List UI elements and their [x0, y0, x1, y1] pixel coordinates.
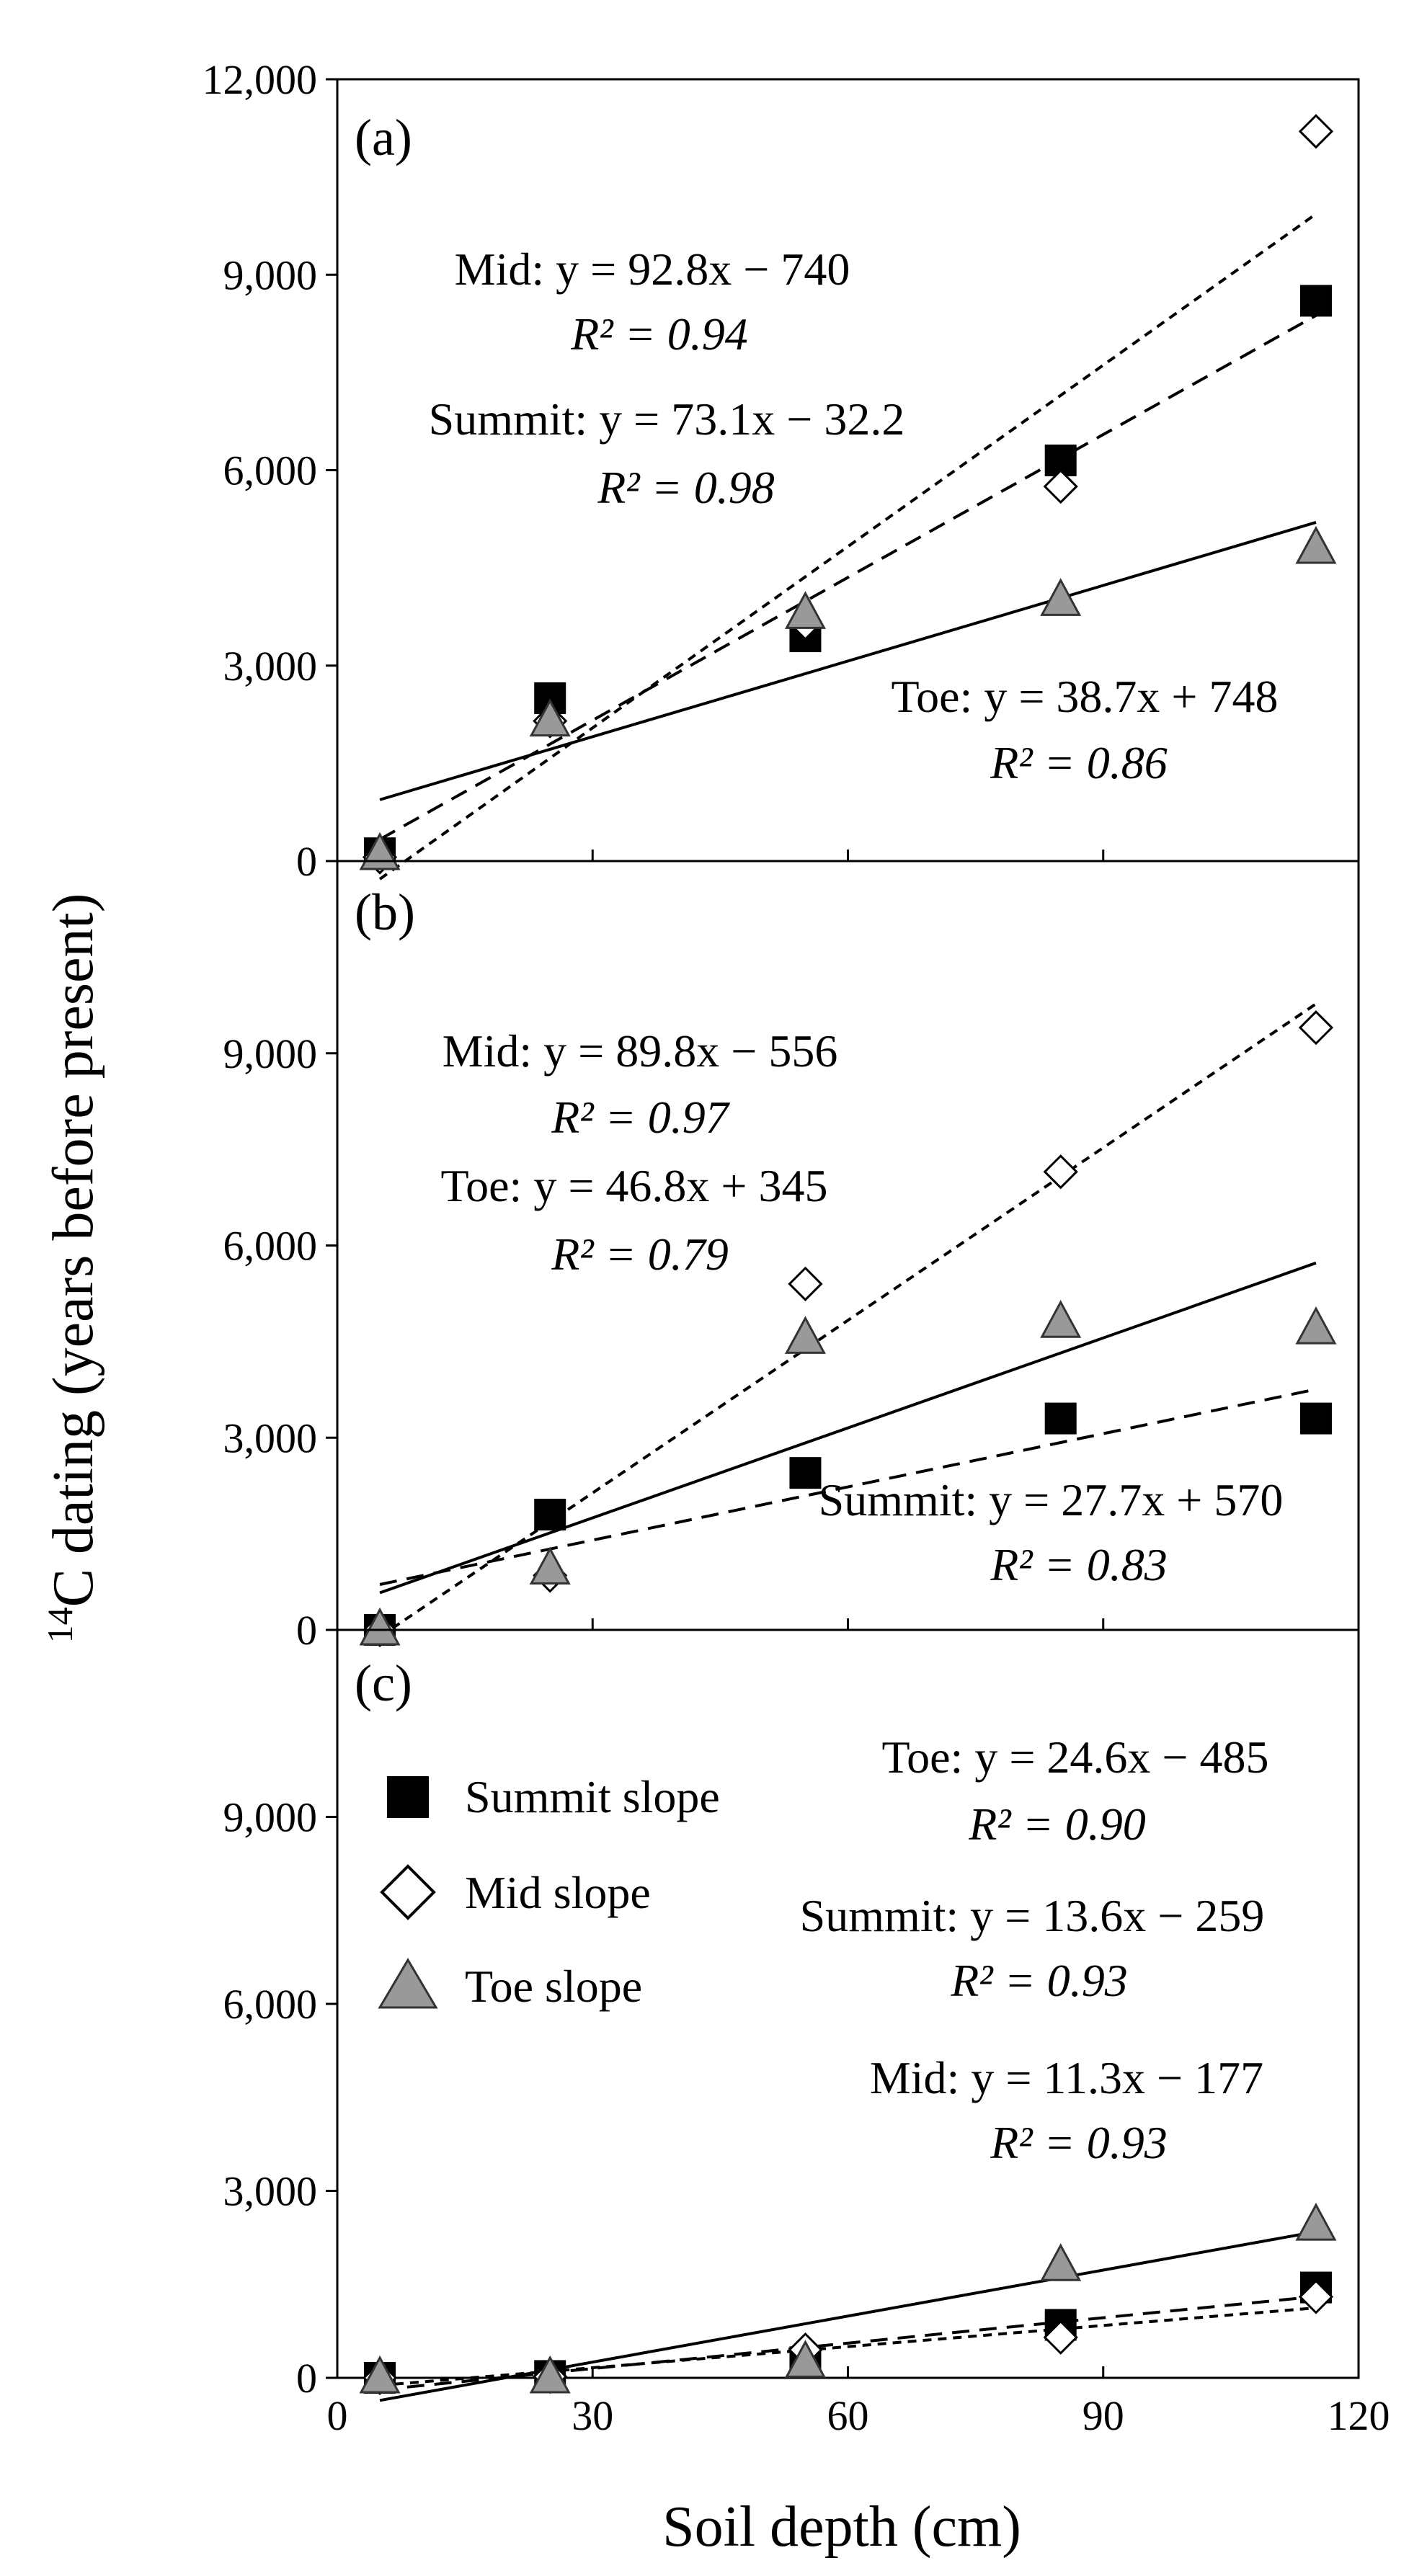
- y-tick-label-a-4: 12,000: [203, 56, 318, 103]
- point-a-mid-3: [1043, 468, 1078, 504]
- panel-label-c: (c): [355, 1654, 412, 1712]
- trend-line-b-mid: [378, 1002, 1317, 1639]
- x-tick-label-2: 60: [827, 2392, 869, 2439]
- equation-a-summit: Summit: y = 73.1x − 32.2: [429, 393, 905, 445]
- r2-b-summit: R² = 0.83: [990, 1539, 1167, 1590]
- point-b-toe-3: [1040, 1300, 1082, 1338]
- equation-c-mid: Mid: y = 11.3x − 177: [870, 2052, 1263, 2103]
- point-a-toe-1: [529, 698, 571, 737]
- point-b-summit-2: [789, 1457, 822, 1489]
- equation-b-toe: Toe: y = 46.8x + 345: [441, 1160, 828, 1211]
- point-c-toe-4: [1295, 2202, 1337, 2241]
- equation-c-summit: Summit: y = 13.6x − 259: [800, 1890, 1265, 1941]
- point-b-summit-1: [534, 1498, 566, 1530]
- y-tick-label-c-2: 6,000: [223, 1981, 318, 2028]
- plot-frame-a: [336, 78, 1360, 863]
- legend-summit-marker: [387, 1776, 429, 1818]
- y-axis-label-superscript: 14: [40, 1607, 80, 1643]
- point-c-toe-0: [359, 2355, 401, 2394]
- legend-mid-label: Mid slope: [465, 1867, 651, 1918]
- trend-line-a-toe: [379, 521, 1317, 801]
- panels-layer: 0 3,000 6,000 9,000 12,000 0 3,000 6,000 9,000 0 3…: [203, 56, 1390, 2439]
- r2-c-summit: R² = 0.93: [950, 1955, 1127, 2006]
- y-tick-label-b-2: 6,000: [223, 1223, 318, 1270]
- trend-line-a-mid: [378, 213, 1317, 881]
- legend-mid-marker: [380, 1864, 436, 1920]
- point-b-toe-2: [784, 1316, 826, 1354]
- y-tick-label-a-3: 9,000: [223, 251, 318, 298]
- point-a-toe-2: [784, 591, 826, 629]
- point-b-toe-0: [359, 1607, 401, 1646]
- point-c-toe-3: [1040, 2243, 1082, 2281]
- trend-line-b-summit: [379, 1388, 1317, 1586]
- panel-b: 0 3,000 6,000 9,000: [223, 860, 1360, 1654]
- point-b-mid-4: [1298, 1010, 1334, 1046]
- point-b-toe-4: [1295, 1306, 1337, 1345]
- point-b-toe-1: [529, 1546, 571, 1585]
- legend-toe-marker: [378, 1958, 438, 2009]
- r2-a-toe: R² = 0.86: [990, 737, 1167, 788]
- legend-toe-label: Toe slope: [465, 1961, 642, 2012]
- x-tick-label-3: 90: [1083, 2392, 1124, 2439]
- legend-summit-label: Summit slope: [465, 1771, 720, 1822]
- x-tick-labels: 0 30 60 90 120: [327, 2392, 1390, 2439]
- legend: Summit slope Mid slope Toe slope: [378, 1771, 720, 2012]
- r2-a-mid: R² = 0.94: [570, 308, 747, 360]
- point-b-summit-3: [1044, 1402, 1077, 1435]
- r2-b-mid: R² = 0.97: [551, 1092, 730, 1143]
- y-tick-label-a-1: 3,000: [223, 643, 318, 690]
- r2-c-toe: R² = 0.90: [968, 1799, 1145, 1850]
- y-tick-label-b-0: 0: [296, 1607, 317, 1654]
- r2-b-toe: R² = 0.79: [551, 1229, 728, 1280]
- point-b-mid-3: [1043, 1154, 1078, 1190]
- point-b-mid-2: [788, 1266, 823, 1301]
- r2-a-summit: R² = 0.98: [597, 462, 774, 513]
- x-axis-label: Soil depth (cm): [662, 2495, 1021, 2559]
- y-tick-label-c-0: 0: [296, 2355, 317, 2402]
- x-tick-label-0: 0: [327, 2392, 348, 2439]
- panel-label-b: (b): [355, 883, 415, 941]
- point-a-toe-3: [1040, 578, 1082, 616]
- point-c-mid-3: [1043, 2319, 1078, 2355]
- x-tick-label-4: 120: [1328, 2392, 1390, 2439]
- y-tick-label-b-1: 3,000: [223, 1414, 318, 1461]
- y-axis-label: 14C dating (years before present): [40, 893, 105, 1644]
- trend-line-c-summit: [379, 2295, 1317, 2392]
- equation-b-summit: Summit: y = 27.7x + 570: [819, 1474, 1284, 1525]
- equation-b-mid: Mid: y = 89.8x − 556: [443, 1025, 838, 1077]
- y-tick-label-b-3: 9,000: [223, 1030, 318, 1077]
- point-c-mid-4: [1298, 2279, 1334, 2314]
- point-a-toe-4: [1295, 525, 1337, 564]
- y-tick-label-c-3: 9,000: [223, 1794, 318, 1841]
- y-tick-label-a-0: 0: [296, 838, 317, 885]
- point-b-summit-4: [1299, 1402, 1332, 1435]
- trend-line-b-toe: [379, 1261, 1317, 1595]
- y-tick-label-a-2: 6,000: [223, 447, 318, 494]
- y-tick-label-c-1: 3,000: [223, 2168, 318, 2215]
- r2-c-mid: R² = 0.93: [990, 2117, 1167, 2168]
- equation-c-toe: Toe: y = 24.6x − 485: [882, 1732, 1269, 1783]
- equation-a-toe: Toe: y = 38.7x + 748: [892, 671, 1279, 722]
- point-a-mid-4: [1298, 114, 1334, 149]
- panel-a: 0 3,000 6,000 9,000 12,000: [203, 56, 1360, 885]
- equation-a-mid: Mid: y = 92.8x − 740: [455, 244, 850, 295]
- panel-c: 0 3,000 6,000 9,000: [223, 1628, 1360, 2402]
- point-a-summit-4: [1299, 285, 1332, 317]
- x-tick-label-1: 30: [572, 2392, 613, 2439]
- point-c-toe-2: [784, 2340, 826, 2378]
- panel-label-a: (a): [355, 109, 412, 166]
- y-axis-label-main: C dating (years before present): [42, 893, 105, 1608]
- point-c-toe-1: [529, 2355, 571, 2394]
